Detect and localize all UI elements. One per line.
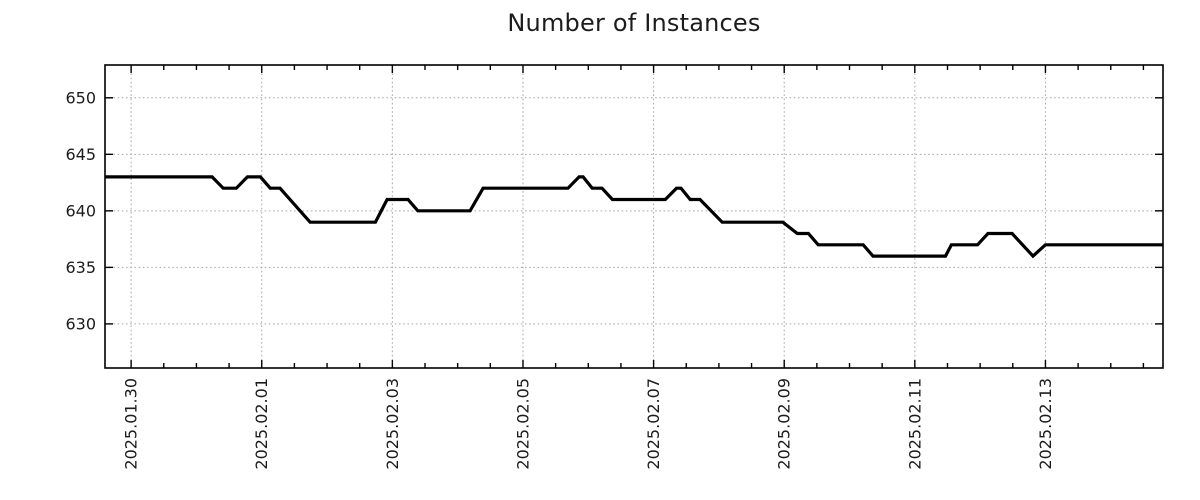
- x-tick-label: 2025.02.03: [383, 378, 402, 470]
- x-tick-label: 2025.02.01: [252, 378, 271, 470]
- chart-title: Number of Instances: [507, 9, 761, 37]
- gridlines-group: [105, 65, 1163, 368]
- x-tick-label: 2025.02.05: [513, 378, 532, 470]
- plot-border: [104, 64, 1164, 369]
- x-tick-label: 2025.02.09: [775, 378, 794, 470]
- x-tick-label: 2025.02.11: [905, 378, 924, 470]
- tick-marks-group: [105, 65, 1163, 368]
- x-axis-labels-group: 2025.01.30 2025.02.01 2025.02.03 2025.02.05…: [122, 378, 1055, 470]
- x-tick-label: 2025.02.07: [644, 378, 663, 470]
- y-tick-label: 635: [65, 258, 96, 277]
- y-axis-labels-group: 630 635 640 645 650: [65, 88, 96, 333]
- x-tick-label: 2025.01.30: [122, 378, 141, 470]
- y-tick-label: 650: [65, 88, 96, 107]
- y-tick-label: 645: [65, 145, 96, 164]
- series-line: [105, 175, 1163, 259]
- y-tick-label: 640: [65, 201, 96, 220]
- y-tick-label: 630: [65, 314, 96, 333]
- x-tick-label: 2025.02.13: [1036, 378, 1055, 470]
